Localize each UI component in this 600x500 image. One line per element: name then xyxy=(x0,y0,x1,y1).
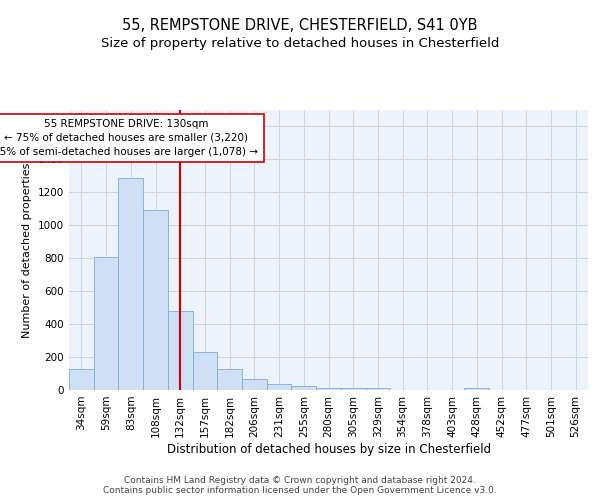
Bar xyxy=(316,388,341,390)
Text: 55 REMPSTONE DRIVE: 130sqm
← 75% of detached houses are smaller (3,220)
25% of s: 55 REMPSTONE DRIVE: 130sqm ← 75% of deta… xyxy=(0,119,259,157)
Bar xyxy=(365,388,390,390)
Bar xyxy=(94,256,118,390)
Bar xyxy=(143,210,168,390)
Text: Size of property relative to detached houses in Chesterfield: Size of property relative to detached ho… xyxy=(101,38,499,51)
Text: Contains HM Land Registry data © Crown copyright and database right 2024.
Contai: Contains HM Land Registry data © Crown c… xyxy=(103,476,497,495)
Bar xyxy=(193,352,217,390)
Bar xyxy=(118,178,143,390)
Y-axis label: Number of detached properties: Number of detached properties xyxy=(22,162,32,338)
Text: 55, REMPSTONE DRIVE, CHESTERFIELD, S41 0YB: 55, REMPSTONE DRIVE, CHESTERFIELD, S41 0… xyxy=(122,18,478,32)
Bar xyxy=(242,380,267,390)
Bar xyxy=(267,384,292,390)
Bar xyxy=(341,388,365,390)
Text: Distribution of detached houses by size in Chesterfield: Distribution of detached houses by size … xyxy=(167,442,491,456)
Bar xyxy=(168,311,193,390)
Bar xyxy=(217,370,242,390)
Bar xyxy=(292,386,316,390)
Bar xyxy=(464,388,489,390)
Bar xyxy=(69,368,94,390)
